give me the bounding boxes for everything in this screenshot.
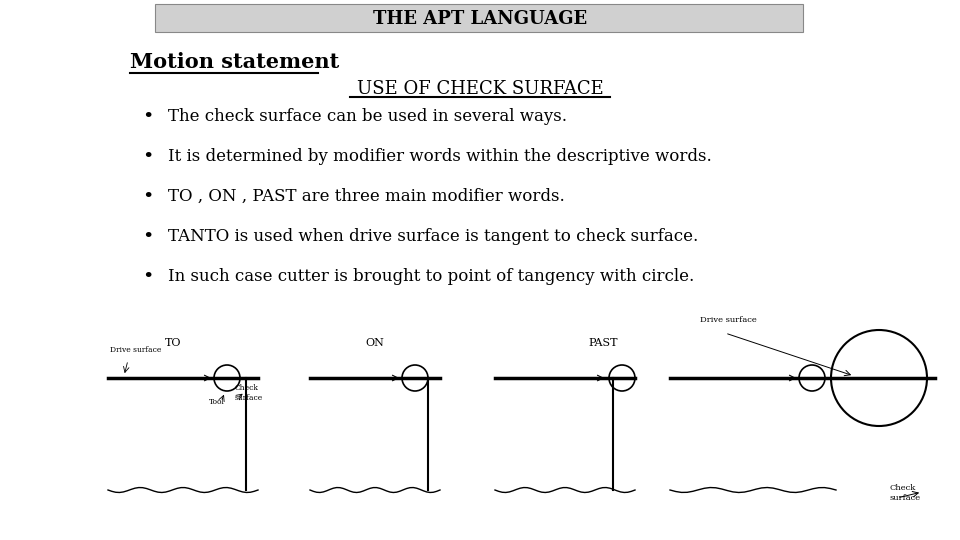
Text: THE APT LANGUAGE: THE APT LANGUAGE: [372, 10, 588, 28]
Text: Drive surface: Drive surface: [700, 316, 756, 324]
Text: TANTO is used when drive surface is tangent to check surface.: TANTO is used when drive surface is tang…: [168, 228, 698, 245]
Text: •: •: [142, 228, 154, 246]
Text: USE OF CHECK SURFACE: USE OF CHECK SURFACE: [356, 80, 604, 98]
Text: •: •: [142, 108, 154, 126]
Text: •: •: [142, 188, 154, 206]
Text: Check
surface: Check surface: [889, 484, 920, 502]
FancyBboxPatch shape: [155, 4, 803, 32]
Text: TO: TO: [165, 338, 181, 348]
Text: Drive surface: Drive surface: [110, 346, 161, 354]
Text: Motion statement: Motion statement: [130, 52, 339, 72]
Text: ON: ON: [366, 338, 384, 348]
Text: Tool: Tool: [209, 398, 225, 406]
Text: •: •: [142, 268, 154, 286]
Text: In such case cutter is brought to point of tangency with circle.: In such case cutter is brought to point …: [168, 268, 694, 285]
Text: PAST: PAST: [588, 338, 617, 348]
Text: The check surface can be used in several ways.: The check surface can be used in several…: [168, 108, 567, 125]
Text: Check
surface: Check surface: [235, 384, 263, 402]
Text: •: •: [142, 148, 154, 166]
Text: It is determined by modifier words within the descriptive words.: It is determined by modifier words withi…: [168, 148, 711, 165]
Text: TO , ON , PAST are three main modifier words.: TO , ON , PAST are three main modifier w…: [168, 188, 564, 205]
